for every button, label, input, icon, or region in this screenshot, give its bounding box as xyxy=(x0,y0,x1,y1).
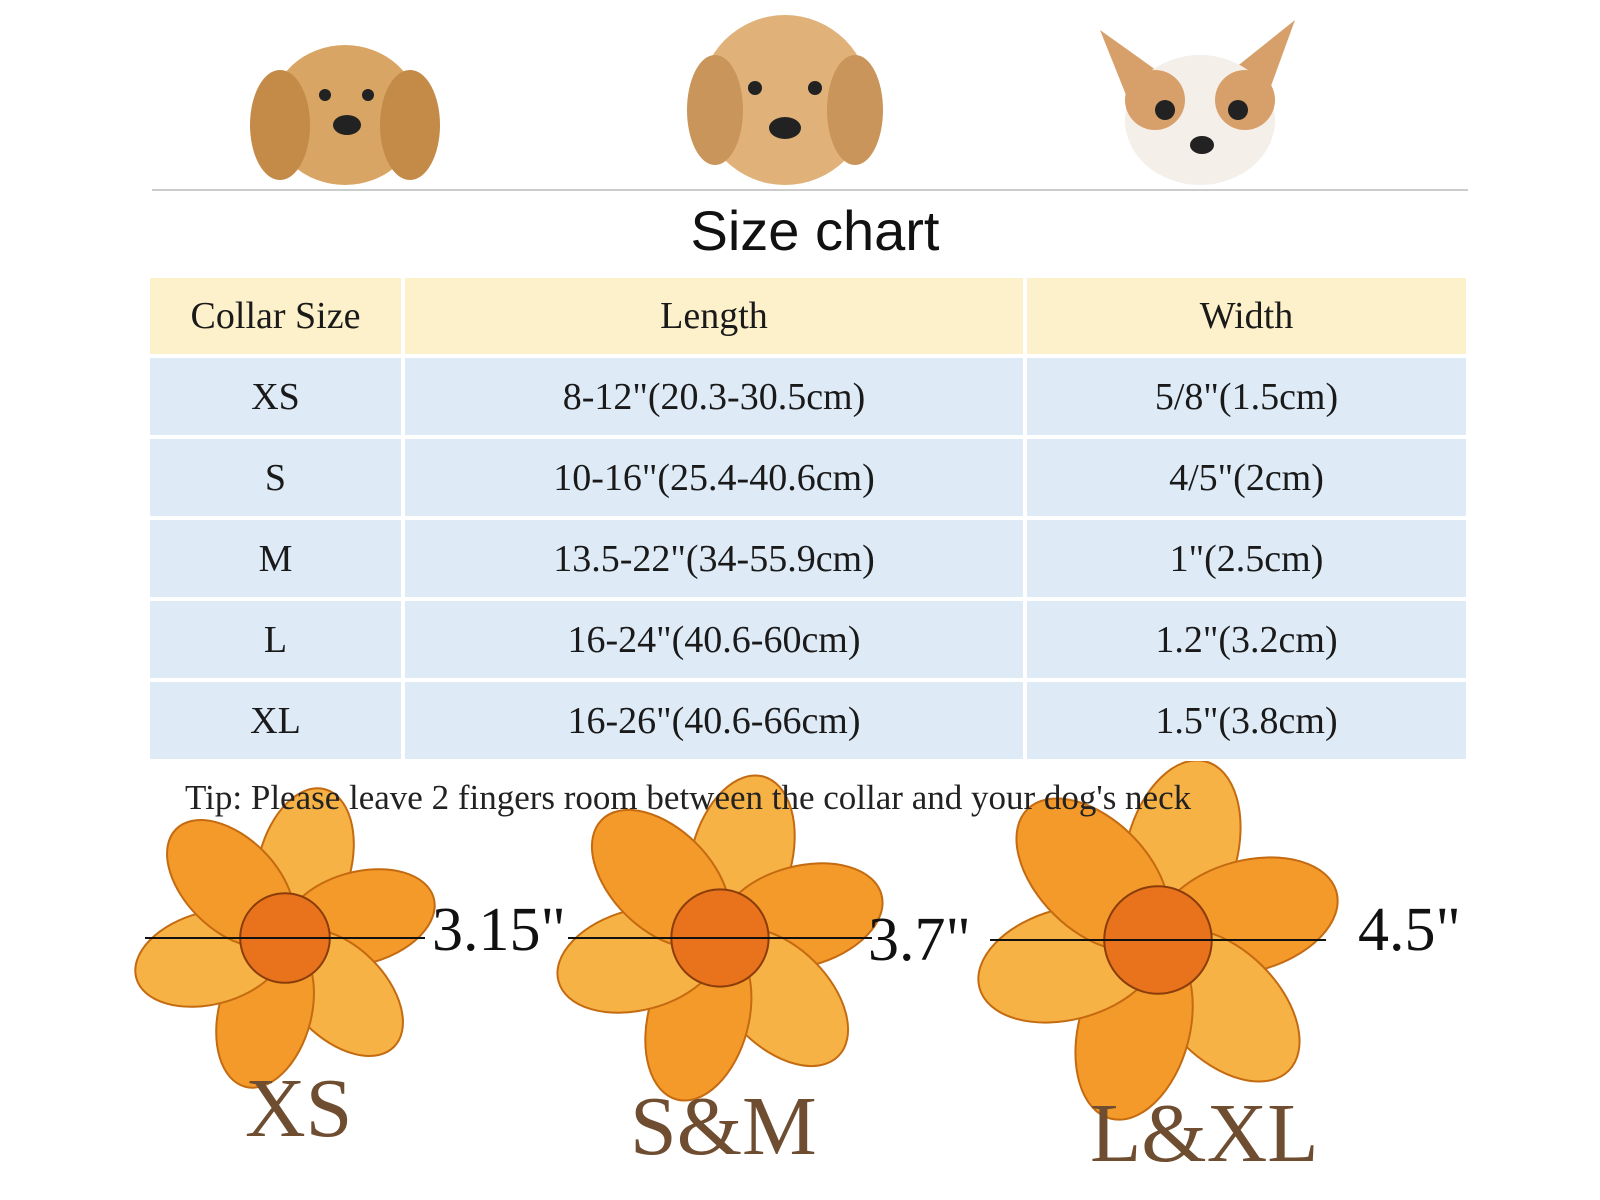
table-cell: 16-26"(40.6-66cm) xyxy=(403,680,1025,761)
flower xyxy=(556,774,884,1102)
dog-1 xyxy=(250,45,440,185)
tip: Tip: Please leave 2 fingers room between… xyxy=(185,778,1192,817)
dimension-label: 4.5" xyxy=(1358,896,1461,964)
table-cell: XL xyxy=(148,680,403,761)
flower xyxy=(134,787,436,1089)
table-cell: 4/5"(2cm) xyxy=(1025,437,1468,518)
dog-3 xyxy=(1100,20,1295,185)
dog-2 xyxy=(687,15,883,185)
title: Size chart xyxy=(690,199,940,262)
table-cell: 1.2"(3.2cm) xyxy=(1025,599,1468,680)
table-cell: 13.5-22"(34-55.9cm) xyxy=(403,518,1025,599)
size-label: L&XL xyxy=(1090,1087,1319,1180)
header-cell: Collar Size xyxy=(148,276,403,356)
table-cell: 1"(2.5cm) xyxy=(1025,518,1468,599)
table-cell: 10-16"(25.4-40.6cm) xyxy=(403,437,1025,518)
header-cell: Length xyxy=(403,276,1025,356)
table-cell: M xyxy=(148,518,403,599)
dimension-label: 3.15" xyxy=(432,896,566,964)
dimension-label: 3.7" xyxy=(868,906,971,974)
table-cell: 8-12"(20.3-30.5cm) xyxy=(403,356,1025,437)
table-cell: 1.5"(3.8cm) xyxy=(1025,680,1468,761)
table-cell: XS xyxy=(148,356,403,437)
table-cell: L xyxy=(148,599,403,680)
table-cell: 16-24"(40.6-60cm) xyxy=(403,599,1025,680)
header-cell: Width xyxy=(1025,276,1468,356)
table-cell: 5/8"(1.5cm) xyxy=(1025,356,1468,437)
flower xyxy=(977,759,1339,1121)
size-label: S&M xyxy=(630,1080,817,1173)
size-label: XS xyxy=(245,1062,353,1155)
table-cell: S xyxy=(148,437,403,518)
